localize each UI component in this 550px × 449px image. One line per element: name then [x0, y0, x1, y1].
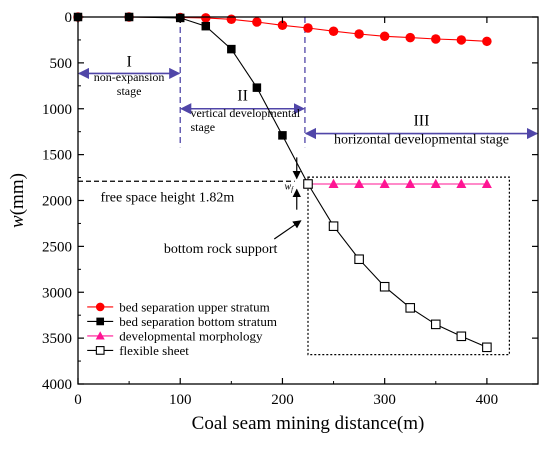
free-space-label: free space height 1.82m — [100, 190, 234, 205]
y-tick-label: 1500 — [42, 148, 72, 164]
data-point — [227, 44, 236, 54]
x-axis-label: Coal seam mining distance(m) — [192, 413, 425, 434]
data-point — [303, 179, 313, 189]
wf-label: wf — [284, 181, 294, 193]
data-point — [303, 23, 313, 33]
series-2 — [73, 12, 313, 189]
data-point — [379, 281, 390, 292]
x-tick-label: 0 — [74, 392, 82, 408]
y-tick-label: 0 — [65, 10, 73, 26]
series-3 — [303, 178, 492, 188]
axes: 0 100 200 300 400050010001500200025003000350… — [7, 10, 539, 434]
stage-roman-3: III — [413, 112, 429, 129]
stage-label-2: vertical developmental — [190, 106, 300, 120]
data-point — [482, 342, 492, 353]
bottom-support-arrow — [273, 220, 302, 240]
data-point — [405, 303, 416, 313]
data-point — [277, 20, 288, 31]
data-point — [456, 35, 467, 45]
data-point — [328, 26, 339, 36]
data-point — [430, 178, 441, 188]
x-tick-label: 300 — [373, 392, 396, 408]
legend-marker — [96, 317, 105, 326]
legend-marker — [95, 331, 105, 340]
data-point — [226, 14, 237, 25]
legend-label: bed separation upper stratum — [119, 299, 270, 314]
y-axis-label: w(mm) — [7, 173, 28, 228]
chart-annotations: free space height 1.82m wf bottom rock sup… — [78, 157, 510, 356]
data-point — [431, 34, 441, 44]
legend-marker — [95, 302, 105, 312]
y-tick-label: 2000 — [42, 194, 72, 210]
data-point — [456, 178, 467, 188]
data-point — [328, 221, 339, 231]
stage-label-1: stage — [117, 84, 142, 98]
data-point — [252, 17, 262, 27]
y-tick-label: 500 — [50, 56, 73, 72]
y-tick-label: 1000 — [42, 102, 72, 118]
stage-label-3: horizontal developmental stage — [334, 133, 509, 148]
legend-marker — [95, 346, 105, 355]
series-line-4 — [307, 183, 488, 348]
stage-roman-1: I — [126, 54, 131, 71]
x-tick-label: 100 — [169, 392, 192, 408]
data-point — [252, 83, 262, 92]
data-point — [405, 32, 415, 43]
flexible-sheet-region-box — [307, 176, 510, 356]
data-point — [201, 21, 211, 31]
stage-label-2: stage — [190, 120, 215, 134]
legend-label: developmental morphology — [119, 328, 263, 343]
series-4 — [303, 179, 492, 353]
data-point — [405, 178, 416, 188]
data-point — [354, 29, 364, 39]
data-point — [278, 131, 287, 140]
x-tick-label: 200 — [271, 392, 294, 408]
bottom-support-label: bottom rock support — [164, 242, 278, 257]
data-point — [328, 178, 339, 188]
data-point — [379, 31, 390, 42]
data-point — [430, 319, 441, 330]
data-point — [482, 36, 492, 47]
legend-label: bed separation bottom stratum — [119, 314, 277, 329]
data-point — [354, 178, 365, 188]
y-tick-label: 2500 — [42, 239, 72, 255]
data-point — [379, 178, 390, 188]
y-tick-label: 3000 — [42, 285, 72, 301]
y-tick-label: 4000 — [42, 377, 72, 393]
stage-roman-2: II — [237, 87, 248, 104]
stage-label-1: non-expansion — [94, 70, 165, 84]
data-point — [456, 331, 467, 342]
data-point — [201, 13, 211, 23]
y-tick-label: 3500 — [42, 331, 72, 347]
x-tick-label: 400 — [476, 392, 499, 408]
series-line-2 — [78, 16, 309, 185]
data-point — [481, 178, 492, 188]
data-point — [354, 254, 364, 265]
legend-label: flexible sheet — [119, 343, 189, 358]
